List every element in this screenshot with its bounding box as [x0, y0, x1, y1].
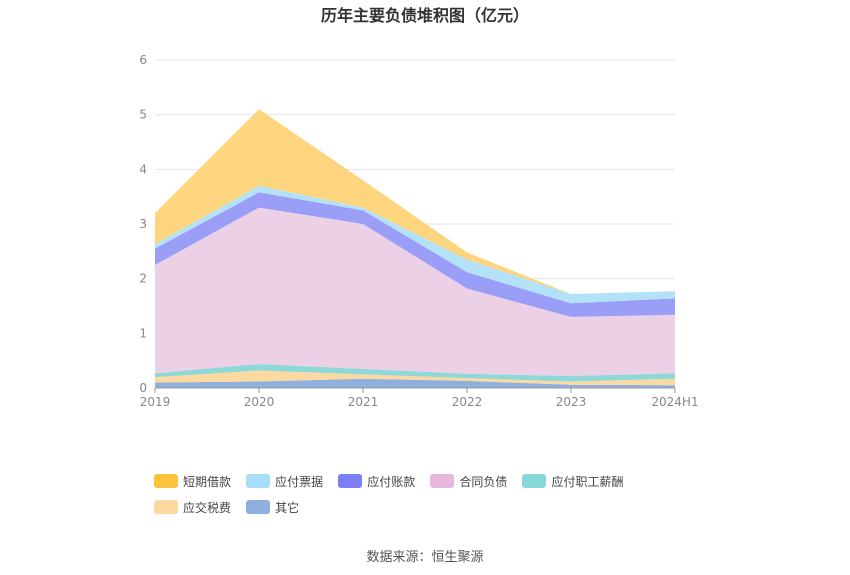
y-tick-label: 4: [139, 162, 147, 176]
legend-label: 应付账款: [367, 474, 416, 489]
x-tick-label: 2019: [140, 395, 171, 409]
y-tick-label: 3: [139, 217, 147, 231]
area-series: [155, 109, 675, 294]
legend-item-notes-payable[interactable]: 应付票据: [246, 472, 323, 490]
area-series: [155, 378, 675, 388]
x-tick-label: 2021: [348, 395, 379, 409]
y-tick-label: 1: [139, 326, 147, 340]
legend-swatch: [246, 500, 271, 514]
chart-legend: 短期借款 应付票据 应付账款 合同负债 应付职工薪酬 应交税费 其它: [154, 472, 714, 524]
legend-swatch: [154, 500, 178, 514]
area-series: [155, 363, 675, 382]
legend-item-accounts-payable[interactable]: 应付账款: [338, 472, 415, 490]
legend-item-contract-liabilities[interactable]: 合同负债: [430, 472, 507, 490]
area-series: [155, 370, 675, 386]
legend-item-payroll-payable[interactable]: 应付职工薪酬: [522, 472, 623, 490]
legend-label: 短期借款: [183, 474, 232, 489]
legend-label: 应付职工薪酬: [551, 474, 624, 489]
legend-swatch: [246, 474, 271, 488]
x-tick-label: 2022: [452, 395, 483, 409]
x-tick-label: 2023: [556, 395, 587, 409]
chart-title: 历年主要负债堆积图（亿元）: [320, 6, 529, 25]
stacked-area-chart: 0 1 2 3 4 5 6 2019 2020 2021 2022 2023 2024H1: [139, 53, 698, 409]
legend-swatch: [522, 474, 547, 488]
legend-label: 应交税费: [183, 500, 232, 515]
legend-item-taxes-payable[interactable]: 应交税费: [154, 498, 231, 516]
legend-item-short-term-loans[interactable]: 短期借款: [154, 472, 231, 490]
y-tick-label: 6: [139, 53, 147, 67]
legend-item-other[interactable]: 其它: [246, 498, 299, 516]
x-tick-label: 2024H1: [651, 395, 698, 409]
legend-swatch: [430, 474, 455, 488]
area-series: [155, 207, 675, 376]
legend-label: 应付票据: [275, 474, 324, 489]
data-source: 数据来源：恒生聚源: [366, 550, 484, 565]
legend-swatch: [154, 474, 178, 488]
legend-label: 其它: [275, 500, 300, 515]
legend-swatch: [338, 474, 363, 488]
area-series: [155, 192, 675, 317]
x-tick-label: 2020: [244, 395, 275, 409]
legend-label: 合同负债: [459, 474, 508, 489]
y-tick-label: 2: [139, 272, 147, 286]
y-tick-label: 5: [139, 108, 147, 122]
y-tick-label: 0: [139, 381, 147, 395]
